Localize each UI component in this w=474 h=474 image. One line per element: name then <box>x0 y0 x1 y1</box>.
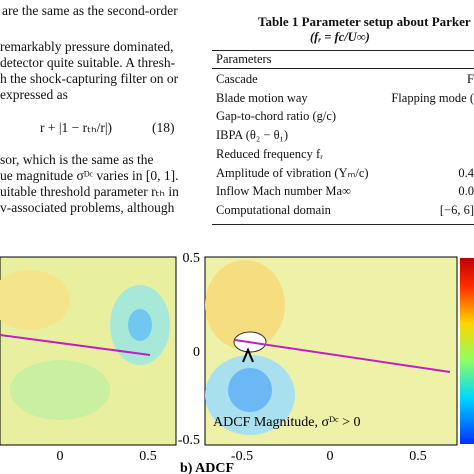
text-line: uitable threshold parameter rₜₕ in <box>0 184 179 199</box>
text-line: remarkably pressure dominated, <box>0 39 174 54</box>
table-cell: Reduced frequency fᵣ <box>216 146 323 161</box>
table-cell: 0.4 <box>458 165 474 180</box>
x-tick-label: 0.5 <box>409 449 427 464</box>
table-cell: 0.0 <box>458 184 474 199</box>
text-line: (18) <box>152 120 175 135</box>
table-cell: Blade motion way <box>216 90 308 105</box>
table-cell: [−6, 6] <box>439 202 474 217</box>
table-cell: Gap-to-chord ratio (g/c) <box>216 109 337 124</box>
x-tick-label: 0 <box>57 449 64 464</box>
x-tick-label: -0.5 <box>231 449 253 464</box>
x-tick-label: 0 <box>327 449 334 464</box>
arrow <box>242 347 254 363</box>
contour <box>205 260 285 350</box>
contour <box>0 270 70 330</box>
rule <box>212 68 474 69</box>
y-tick-label: 0 <box>193 345 200 360</box>
table-title: Table 1 Parameter setup about Parker β M <box>258 14 474 29</box>
table-subtitle: (fᵣ = fc/U∞) <box>310 30 370 44</box>
text-line: h the shock-capturing filter on or <box>0 71 179 86</box>
annotation: ADCF Magnitude, σᴰᶜ > 0 <box>213 415 361 430</box>
text-line: detector quite suitable. A thresh- <box>0 55 176 70</box>
text-line: are the same as the second-order <box>2 3 178 18</box>
contour <box>128 309 152 341</box>
contour <box>10 360 110 420</box>
table-cell: F <box>467 72 474 86</box>
colorbar <box>460 258 474 444</box>
left-plot <box>0 256 177 446</box>
rule <box>212 50 474 51</box>
right-plot <box>204 256 474 446</box>
contour <box>228 368 272 412</box>
table-cell: Computational domain <box>216 202 331 217</box>
x-tick-label: 0.5 <box>139 449 157 464</box>
text-line: ue magnitude σᴰᶜ varies in [0, 1]. <box>0 168 179 183</box>
table-cell: IBPA (θ₂ − θ₁) <box>216 128 289 143</box>
y-tick-label: -0.5 <box>178 433 200 448</box>
blade <box>0 334 151 356</box>
rule <box>212 224 474 225</box>
table-cell: Inflow Mach number Ma∞ <box>216 184 351 199</box>
y-tick-label: 0.5 <box>183 251 201 266</box>
table-header: Parameters <box>216 52 272 66</box>
text-line: v-associated problems, although <box>0 200 175 215</box>
table-cell: Flapping mode ( <box>391 90 474 105</box>
table-cell: Cascade <box>216 72 258 86</box>
table-cell: Amplitude of vibration (Yₘ/c) <box>216 165 369 180</box>
text-line: r + |1 − rₜₕ/r|) <box>40 120 113 135</box>
blade <box>234 339 451 373</box>
text-line: sor, which is the same as the <box>0 152 154 167</box>
caption: b) ADCF <box>180 461 234 474</box>
text-line: expressed as <box>0 87 68 102</box>
